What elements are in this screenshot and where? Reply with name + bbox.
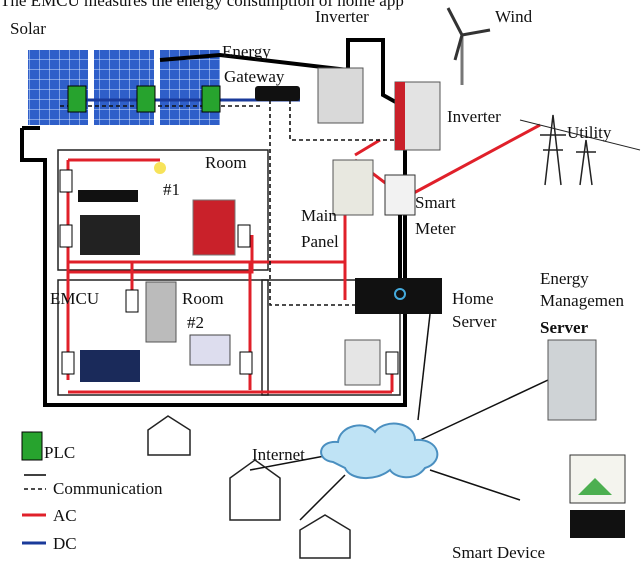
energy-gateway: [255, 86, 300, 101]
tablet: [570, 455, 625, 503]
main-panel: [333, 160, 373, 215]
cloud: [321, 424, 437, 478]
wind-turbine: [448, 8, 490, 85]
label: Internet: [252, 445, 305, 464]
label: Solar: [10, 19, 46, 38]
plc: [202, 86, 220, 112]
outlet: [240, 352, 252, 374]
legend-label: DC: [53, 534, 77, 553]
label: #1: [163, 180, 180, 199]
tower: [576, 140, 596, 185]
label: EMCU: [50, 289, 99, 308]
home-server: [355, 278, 442, 314]
computer: [190, 335, 230, 365]
outlet: [386, 352, 398, 374]
label: Energy: [540, 269, 589, 288]
label: Managemen: [540, 291, 625, 310]
label: Gateway: [224, 67, 285, 86]
net-line: [418, 314, 430, 420]
label: Utility: [567, 123, 612, 142]
label: Inverter: [447, 107, 501, 126]
label: Home: [452, 289, 494, 308]
fridge: [146, 282, 176, 342]
legend-swatch: [22, 432, 42, 460]
outlet: [60, 170, 72, 192]
washer: [345, 340, 380, 385]
label: Energy: [222, 42, 271, 61]
lamp: [154, 162, 166, 174]
blades: [448, 8, 490, 60]
label: Smart: [415, 193, 456, 212]
label: Server: [452, 312, 497, 331]
label: Room: [205, 153, 247, 172]
tv: [80, 350, 140, 382]
outlet: [126, 290, 138, 312]
label: Inverter: [315, 7, 369, 26]
house-icon: [300, 515, 350, 558]
label: Room: [182, 289, 224, 308]
inverter-stripe: [395, 82, 405, 150]
label: Main: [301, 206, 337, 225]
label: Smart Device: [452, 543, 545, 562]
smart-meter: [385, 175, 415, 215]
plc: [68, 86, 86, 112]
outlet: [62, 352, 74, 374]
plc: [137, 86, 155, 112]
ems-server: [548, 340, 596, 420]
legend-label: PLC: [44, 443, 75, 462]
legend-label: Communication: [53, 479, 163, 498]
appliance: [80, 215, 140, 255]
house-icon: [148, 416, 190, 455]
legend-label: AC: [53, 506, 77, 525]
label: #2: [187, 313, 204, 332]
phone: [570, 510, 625, 538]
inverter: [318, 68, 363, 123]
label: Wind: [495, 7, 533, 26]
label: Panel: [301, 232, 339, 251]
label: Server: [540, 318, 589, 337]
label: Meter: [415, 219, 456, 238]
appliance: [78, 190, 138, 202]
outlet: [238, 225, 250, 247]
diagram: The EMCU measures the energy consumption…: [0, 0, 643, 562]
outlet: [60, 225, 72, 247]
appliance: [193, 200, 235, 255]
